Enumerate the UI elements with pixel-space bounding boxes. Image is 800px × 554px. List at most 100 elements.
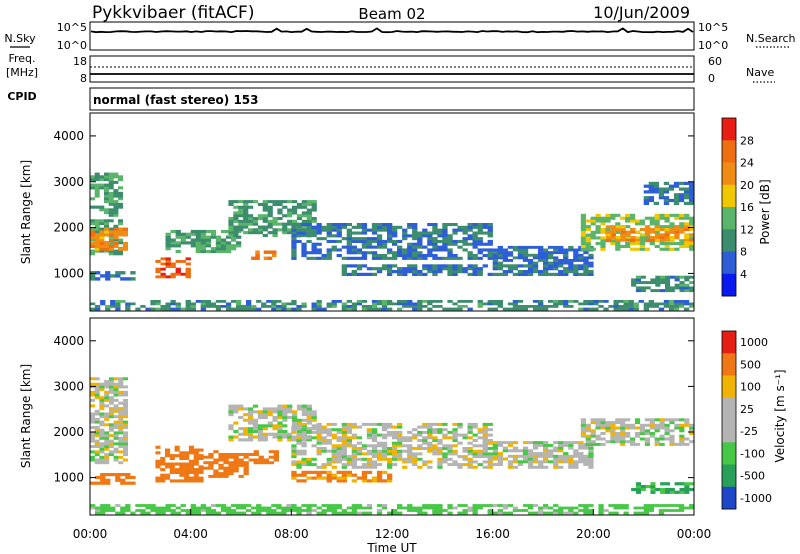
heatmap-cell [306, 436, 312, 440]
heatmap-cell [130, 511, 136, 515]
heatmap-cell [664, 429, 670, 433]
heatmap-cell [472, 504, 478, 507]
heatmap-cell [94, 241, 100, 246]
heatmap-cell [643, 201, 649, 205]
heatmap-cell [113, 205, 119, 209]
heatmap-cell [200, 302, 206, 306]
heatmap-cell [311, 418, 317, 422]
heatmap-cell [210, 249, 217, 254]
heatmap-cell [381, 305, 388, 308]
heatmap-cell [610, 239, 616, 243]
heatmap-cell [174, 445, 180, 449]
heatmap-cell [649, 222, 655, 226]
heatmap-cell [104, 436, 110, 440]
heatmap-cell [452, 264, 458, 268]
heatmap-cell [248, 453, 254, 456]
heatmap-cell [160, 305, 166, 308]
heatmap-cell [241, 305, 247, 308]
heatmap-cell [331, 422, 337, 426]
heatmap-cell [527, 253, 534, 257]
heatmap-cell [417, 444, 423, 448]
heatmap-cell [113, 241, 119, 246]
heatmap-cell [387, 452, 393, 456]
heatmap-cell [118, 205, 123, 209]
heatmap-cell [492, 443, 498, 447]
heatmap-cell [200, 307, 206, 311]
heatmap-cell [94, 409, 100, 413]
heatmap-cell [99, 461, 105, 465]
heatmap-cell [600, 219, 606, 223]
heatmap-cell [311, 231, 317, 235]
heatmap-cell [336, 248, 342, 252]
heatmap-cell [94, 247, 100, 251]
heatmap-cell [311, 219, 317, 223]
heatmap-cell [595, 421, 601, 425]
heatmap-cell [90, 271, 96, 275]
heatmap-cell [267, 214, 273, 218]
heatmap-cell [99, 205, 105, 209]
heatmap-cell [532, 261, 539, 265]
heatmap-cell [640, 281, 646, 285]
heatmap-cell [578, 457, 584, 461]
x-tick-label: 00:00 [677, 527, 712, 541]
heatmap-cell [356, 264, 363, 268]
heatmap-cell [104, 222, 109, 226]
heatmap-cell [573, 270, 579, 274]
heatmap-cell [282, 415, 288, 419]
heatmap-cell [336, 479, 342, 483]
heatmap-cell [276, 506, 282, 510]
heatmap-cell [442, 231, 448, 235]
heatmap-cell [538, 253, 544, 257]
heatmap-cell [198, 448, 204, 452]
heatmap-cell [643, 302, 649, 306]
heatmap-cell [590, 233, 596, 237]
heatmap-cell [321, 254, 327, 258]
heatmap-cell [233, 453, 239, 456]
heatmap-cell [200, 249, 206, 254]
heatmap-cell [125, 509, 131, 512]
heatmap-cell [366, 444, 373, 448]
heatmap-cell [123, 420, 128, 424]
heatmap-cell [326, 479, 332, 483]
heatmap-cell [548, 305, 554, 308]
heatmap-cell [664, 242, 670, 246]
heatmap-cell [306, 202, 312, 206]
heatmap-cell [457, 300, 463, 303]
heatmap-cell [123, 393, 128, 397]
heatmap-cell [673, 305, 680, 308]
heatmap-cell [517, 449, 524, 453]
heatmap-cell [351, 270, 357, 274]
heatmap-cell [588, 457, 594, 461]
heatmap-cell [238, 222, 244, 226]
heatmap-cell [631, 278, 637, 282]
heatmap-cell [517, 251, 524, 255]
heatmap-cell [462, 231, 468, 235]
heatmap-cell [620, 238, 626, 242]
heatmap-cell [90, 377, 95, 381]
heatmap-cell [543, 248, 549, 252]
velocity-y-label: Slant Range [km] [19, 364, 33, 468]
heatmap-cell [94, 439, 100, 443]
heatmap-cell [95, 277, 101, 281]
heatmap-cell [110, 473, 116, 477]
heatmap-cell [272, 222, 278, 226]
heatmap-cell [427, 422, 433, 426]
heatmap-cell [553, 248, 559, 252]
heatmap-cell [361, 264, 368, 268]
heatmap-cell [262, 228, 268, 232]
heatmap-cell [397, 455, 403, 459]
heatmap-cell [487, 272, 493, 276]
heatmap-cell [507, 443, 514, 447]
heatmap-cell [422, 422, 428, 426]
heatmap-cell [684, 289, 690, 293]
heatmap-cell [292, 200, 298, 204]
heatmap-cell [118, 230, 124, 234]
heatmap-cell [306, 509, 312, 512]
heatmap-cell [679, 213, 685, 217]
heatmap-cell [432, 237, 438, 241]
heatmap-cell [381, 302, 388, 306]
heatmap-cell [558, 248, 564, 252]
heatmap-cell [578, 454, 584, 458]
heatmap-cell [118, 380, 124, 383]
heatmap-cell [381, 452, 388, 456]
